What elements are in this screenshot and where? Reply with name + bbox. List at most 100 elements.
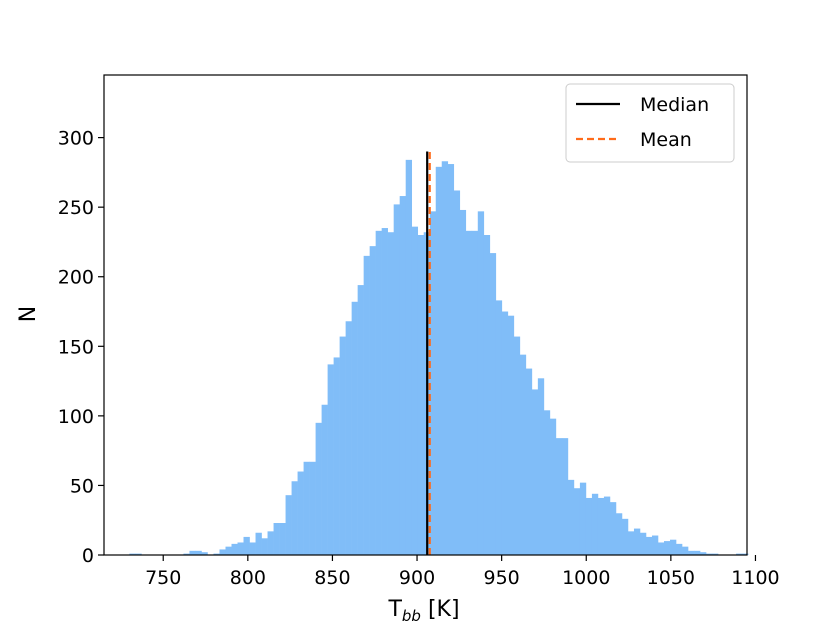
histogram-bar (537, 378, 545, 555)
histogram-bar (519, 354, 527, 555)
ticks: 750 800 850 900 950 1000 1050 1100 0 50 100 150 200 2… (58, 128, 780, 589)
histogram-bar (489, 253, 497, 555)
histogram-bar (135, 553, 142, 555)
x-axis-label-subscript: bb (402, 607, 421, 623)
histogram-bar (369, 246, 376, 555)
legend-median-label: Median (640, 94, 709, 116)
histogram-bar (297, 471, 304, 555)
histogram-bar (201, 552, 208, 555)
histogram-bar (682, 546, 689, 555)
x-tick-label: 1050 (647, 567, 695, 589)
histogram-bar (465, 230, 473, 555)
y-tick-label: 300 (58, 128, 94, 150)
histogram-bar (399, 196, 407, 556)
histogram-bar (303, 461, 310, 555)
x-tick-label: 800 (230, 567, 266, 589)
histogram-bar (267, 531, 274, 555)
histogram-bar (621, 518, 629, 555)
histogram-bar (657, 542, 665, 555)
histogram-bar (609, 502, 617, 555)
histogram-bar (321, 404, 328, 555)
histogram-bar (357, 285, 364, 555)
histogram-bar (447, 164, 455, 556)
x-axis-label: Tbb [K] (387, 597, 459, 623)
histogram-bar (237, 542, 244, 555)
histogram-bar (579, 482, 587, 555)
histogram-bar (507, 315, 515, 555)
histogram-bar (543, 410, 551, 555)
histogram-bar (339, 336, 346, 555)
histogram-bar (273, 523, 280, 555)
histogram-bar (291, 481, 298, 555)
y-tick-label: 100 (58, 406, 94, 428)
histogram-bar (441, 161, 449, 555)
plot-frame (103, 74, 748, 556)
y-tick-label: 150 (58, 336, 94, 358)
histogram-bar (525, 368, 533, 555)
histogram-bar (429, 211, 437, 555)
histogram-bar (327, 364, 334, 555)
histogram-bar (345, 321, 352, 555)
histogram-bar (501, 311, 509, 555)
x-tick-label: 750 (145, 567, 181, 589)
histogram-bar (688, 550, 695, 555)
histogram-bar (309, 461, 316, 555)
histogram-bar (261, 538, 268, 555)
x-tick-label: 1000 (562, 567, 610, 589)
histogram-bar (495, 300, 503, 555)
histogram-bar (651, 535, 659, 555)
histogram-bar (285, 495, 292, 555)
histogram-bar (736, 553, 743, 555)
x-tick-label: 850 (314, 567, 350, 589)
histogram-bar (393, 204, 400, 556)
x-tick-label: 950 (484, 567, 520, 589)
y-tick-label: 0 (82, 545, 94, 567)
x-tick-label: 900 (399, 567, 435, 589)
histogram-bar (129, 553, 136, 555)
axes (103, 74, 748, 556)
histogram-bar (387, 232, 394, 555)
histogram-bar (333, 357, 340, 555)
histogram-bar (411, 226, 419, 556)
histogram-bar (471, 230, 479, 555)
histogram-bar (676, 543, 683, 555)
histogram-bar (591, 493, 599, 555)
histogram-bar (561, 438, 569, 555)
histogram-bar (477, 211, 485, 555)
histogram-bar (712, 553, 719, 555)
x-axis-label-main: T (387, 597, 402, 622)
y-tick-label: 250 (58, 197, 94, 219)
histogram-bar (375, 230, 382, 555)
histogram-bar (567, 479, 575, 555)
histogram-bar (633, 528, 641, 555)
histogram-bar (225, 546, 232, 555)
histogram-bar (549, 418, 557, 555)
histogram-bar (315, 422, 322, 555)
histogram-bar (189, 550, 196, 555)
histogram-bar (531, 389, 539, 555)
histogram-bar (195, 550, 202, 555)
histogram-bar (351, 301, 358, 555)
histogram-bar (459, 209, 467, 555)
histogram-bar (706, 553, 713, 555)
histogram-bar (513, 336, 521, 555)
histogram-bar (615, 513, 623, 555)
x-tick-label: 1100 (731, 567, 779, 589)
legend: Median Mean (565, 83, 735, 163)
y-tick-label: 200 (58, 267, 94, 289)
histogram-bar (231, 543, 238, 555)
histogram-bar (573, 488, 581, 555)
histogram-bar (183, 553, 190, 555)
histogram-bars (129, 159, 749, 556)
y-tick-label: 50 (70, 475, 94, 497)
legend-mean-label: Mean (640, 129, 692, 151)
histogram-bar (417, 235, 425, 555)
histogram-bar (639, 532, 647, 555)
histogram-bar (483, 235, 491, 555)
histogram-bar (664, 541, 671, 555)
histogram-bar (243, 536, 250, 555)
histogram-bar (405, 159, 413, 555)
histogram-bar (627, 531, 635, 555)
histogram-bar (453, 190, 461, 555)
